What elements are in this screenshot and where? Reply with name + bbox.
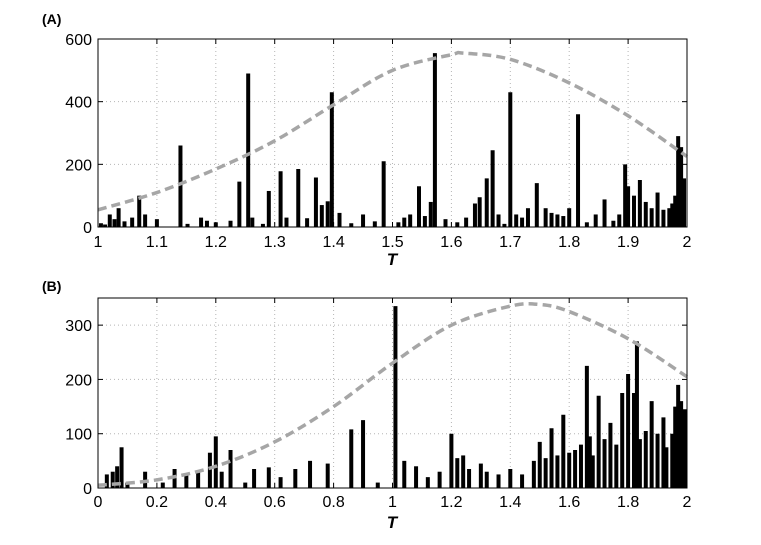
panel-b-y-tick-label: 0: [83, 481, 92, 498]
panel-a-x-tick-label: 1.8: [558, 234, 580, 251]
panel-b-x-tick-label: 0: [94, 494, 103, 511]
panel-a-y-tick-label: 600: [65, 32, 92, 49]
panel-a-chart: (A) T 1 1.1 1.2 1.3 1.4 1.5 1.6 1.7 1.8 1.9 2 0 200 4…: [42, 11, 692, 269]
panel-b-y-tick-label: 100: [65, 427, 92, 444]
panel-b-x-tick-label: 2: [683, 494, 692, 511]
panel-b-x-tick-label: 1.4: [499, 494, 521, 511]
panel-b-x-tick-label: 0.2: [146, 494, 168, 511]
panel-a-grid: [98, 38, 687, 227]
panel-b-x-tick-label: 0.6: [264, 494, 286, 511]
panel-a-label: (A): [42, 11, 61, 27]
panel-a-dashed-curve: [97, 50, 688, 212]
panel-a-x-tick-label: 1: [94, 234, 103, 251]
panel-b-x-tick-label: 1.2: [440, 494, 462, 511]
panel-a-x-tick-label: 1.7: [499, 234, 521, 251]
panel-a-x-tick-label: 1.9: [617, 234, 639, 251]
panel-a-x-tick-label: 1.2: [205, 234, 227, 251]
panel-a-x-axis-label: T: [387, 250, 399, 269]
panel-b-ticks: 0 0.2 0.4 0.6 0.8 1 1.2 1.4 1.6 1.8 2 0 100 200 300: [65, 298, 692, 511]
panel-b-x-axis-label: T: [387, 513, 399, 532]
panel-b-x-tick-label: 0.4: [205, 494, 227, 511]
panel-b-chart: (B) T 0 0.2 0.4 0.6 0.8 1 1.2 1.4 1.6 1.8 2 0 100 200…: [42, 278, 692, 532]
panel-b-label: (B): [42, 278, 61, 294]
panel-a-y-tick-label: 400: [65, 95, 92, 112]
panel-a-x-tick-label: 1.3: [264, 234, 286, 251]
panel-a-x-tick-label: 1.6: [440, 234, 462, 251]
panel-a-ticks: 1 1.1 1.2 1.3 1.4 1.5 1.6 1.7 1.8 1.9 2 0 200 400 600: [65, 32, 691, 251]
panel-a-y-tick-label: 200: [65, 157, 92, 174]
panel-a-x-tick-label: 2: [683, 234, 692, 251]
panel-b-x-tick-label: 1.8: [617, 494, 639, 511]
panel-b-y-tick-label: 300: [65, 318, 92, 335]
panel-a-x-tick-label: 1.4: [322, 234, 344, 251]
panel-b-x-tick-label: 0.8: [322, 494, 344, 511]
panel-a-x-tick-label: 1.1: [146, 234, 168, 251]
panel-a-x-tick-label: 1.5: [381, 234, 403, 251]
panel-b-dashed-curve: [97, 301, 688, 488]
panel-b-x-tick-label: 1.6: [558, 494, 580, 511]
panel-b-y-tick-label: 200: [65, 372, 92, 389]
panel-b-bars: [104, 306, 687, 488]
panel-a-y-tick-label: 0: [83, 220, 92, 237]
panel-b-x-tick-label: 1: [388, 494, 397, 511]
